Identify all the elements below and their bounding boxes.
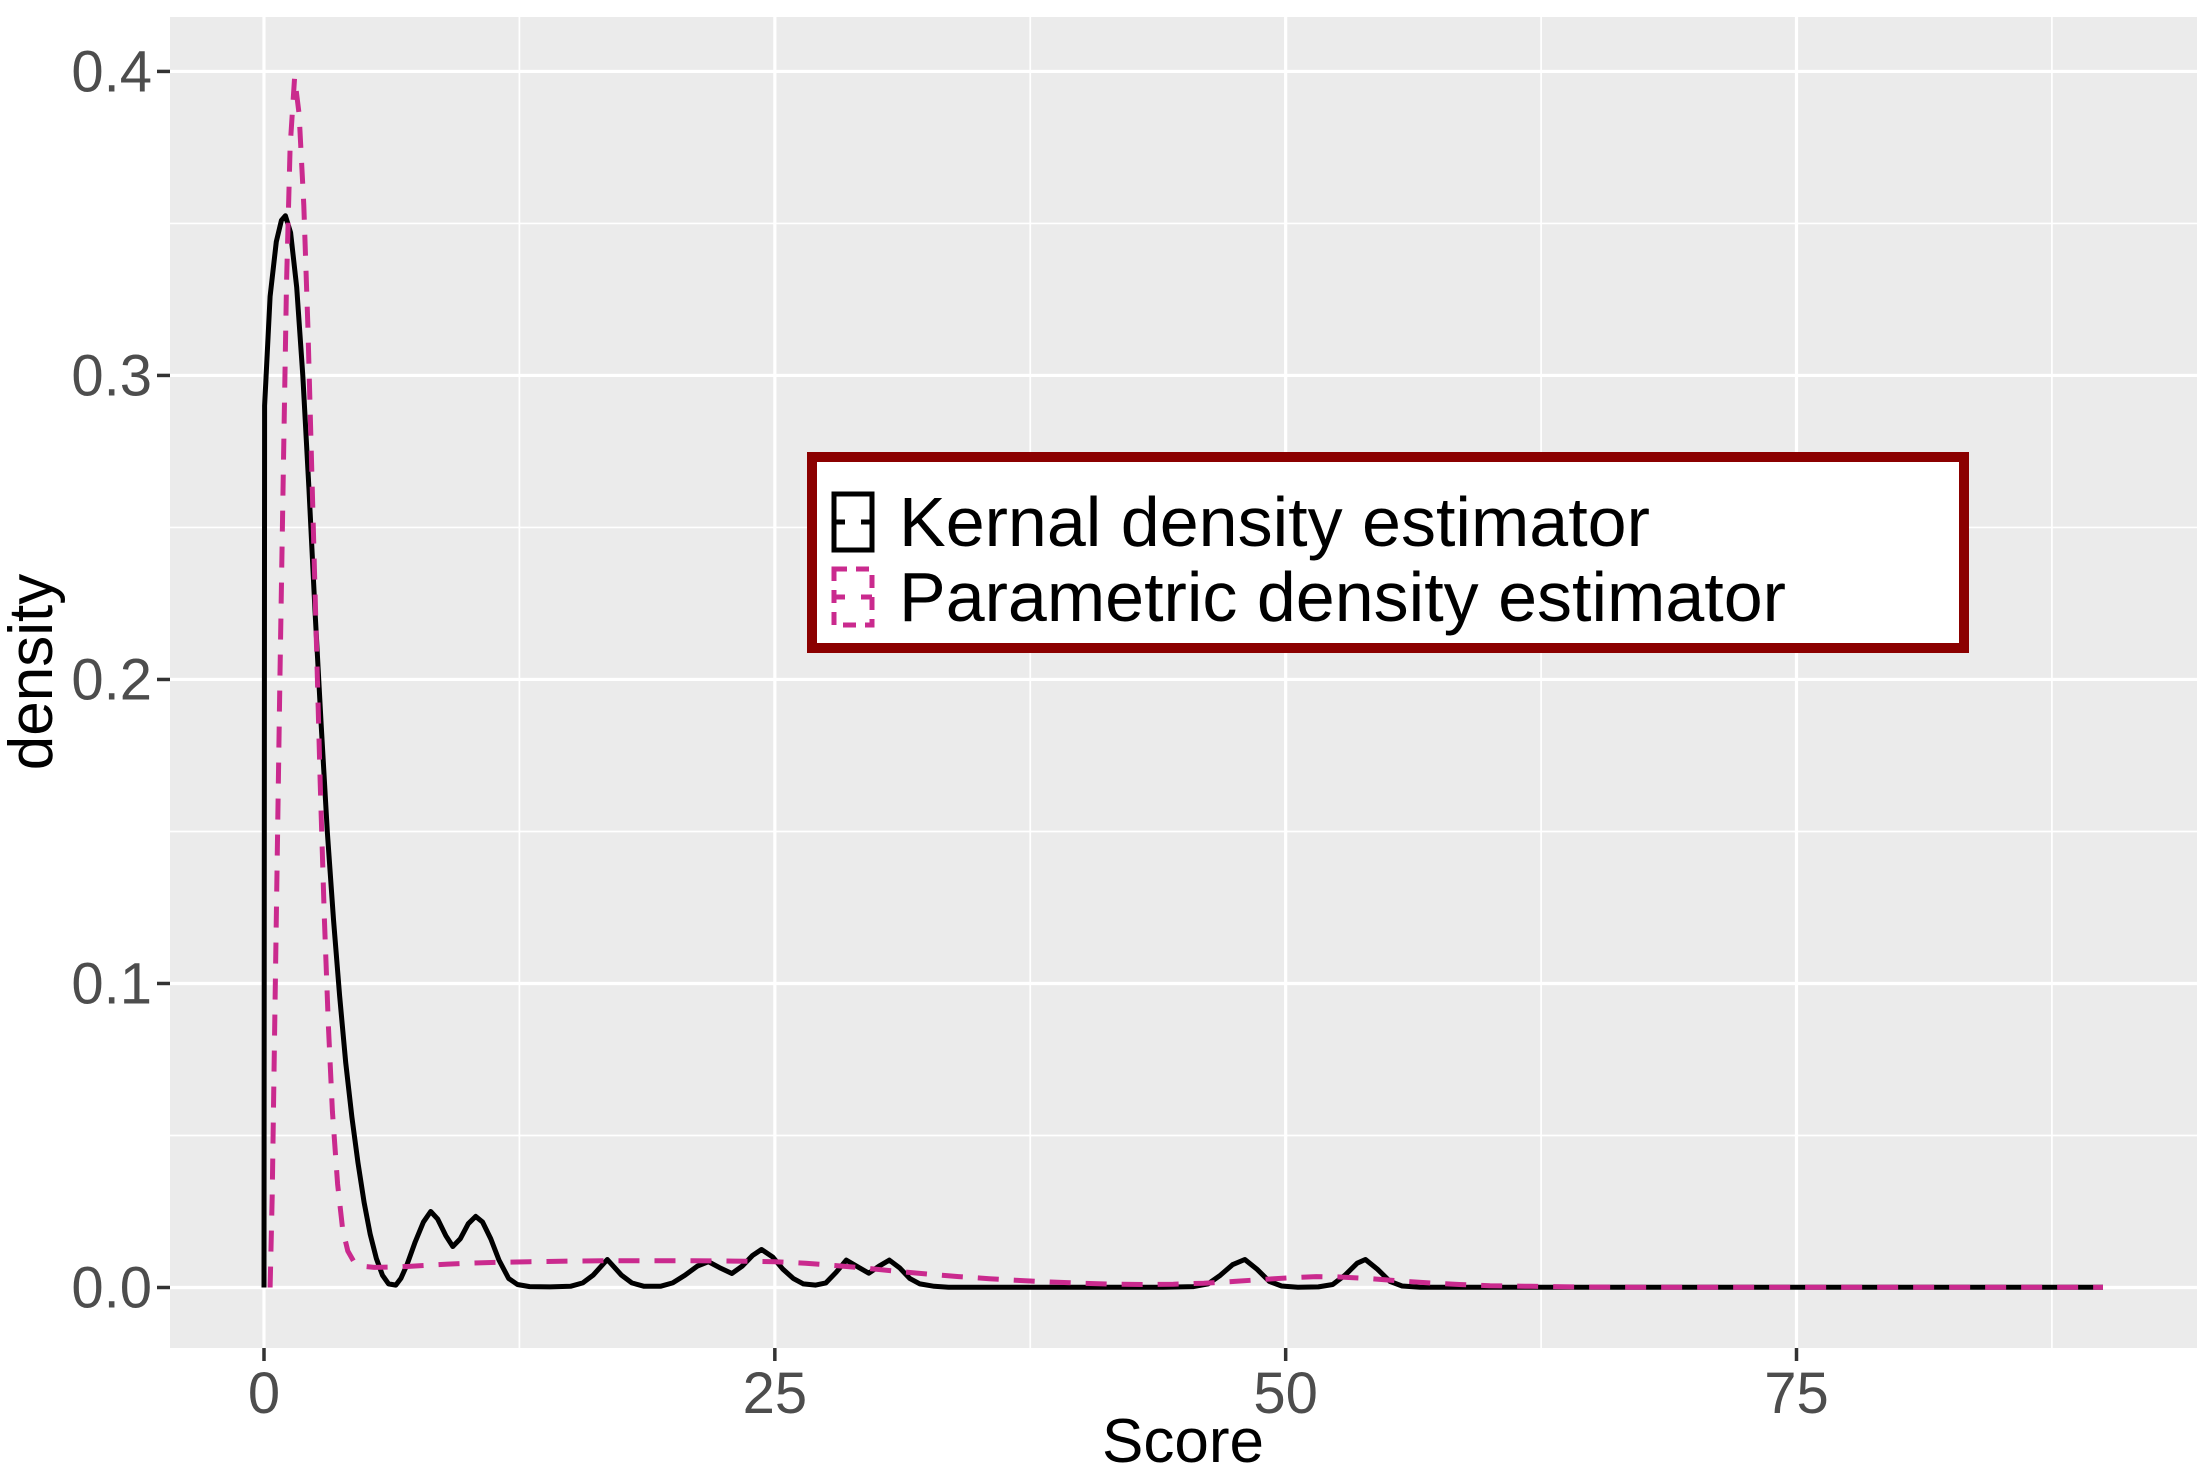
legend-entry-kde: Kernal density estimator — [831, 486, 1949, 558]
y-tick-label: 0.4 — [71, 39, 152, 104]
x-axis-tick-labels: 0 25 50 75 — [248, 1361, 1829, 1426]
legend-label-kde: Kernal density estimator — [899, 483, 1650, 561]
x-tick-label: 0 — [248, 1361, 280, 1426]
kde-line-key-icon — [831, 491, 875, 553]
x-tick-label: 50 — [1253, 1361, 1318, 1426]
y-axis-title: density — [0, 574, 66, 770]
axis-tick-marks — [157, 69, 1799, 1361]
x-axis-title: Score — [1102, 1407, 1264, 1476]
y-tick-label: 0.3 — [71, 343, 152, 408]
legend-entry-parametric: Parametric density estimator — [831, 561, 1949, 633]
parametric-density-curve — [267, 75, 2103, 1290]
legend-box: Kernal density estimator Parametric dens… — [807, 452, 1969, 653]
y-tick-label: 0.1 — [71, 951, 152, 1016]
y-axis-tick-labels: 0.0 0.1 0.2 0.3 0.4 — [71, 39, 152, 1320]
density-curves — [261, 75, 2103, 1290]
kernel-density-curve — [261, 213, 2103, 1290]
parametric-line-key-icon — [831, 566, 875, 628]
x-tick-label: 75 — [1764, 1361, 1829, 1426]
y-tick-label: 0.0 — [71, 1256, 152, 1321]
legend-label-parametric: Parametric density estimator — [899, 558, 1786, 636]
panel-background — [170, 17, 2197, 1348]
x-tick-label: 25 — [743, 1361, 808, 1426]
y-tick-label: 0.2 — [71, 647, 152, 712]
